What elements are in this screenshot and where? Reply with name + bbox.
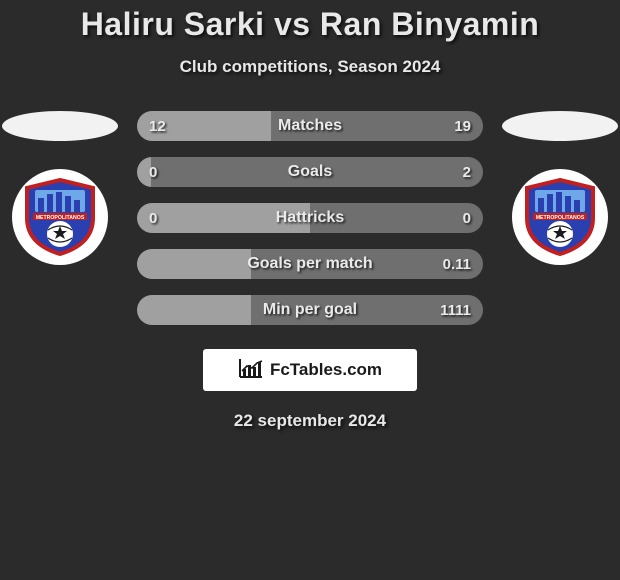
stat-bar: 0Hattricks0 bbox=[137, 203, 483, 233]
player-right-club-badge: METROPOLITANOS bbox=[512, 169, 608, 265]
stat-value-right: 2 bbox=[463, 157, 471, 187]
date-line: 22 september 2024 bbox=[0, 411, 620, 431]
stat-bar: Min per goal1111 bbox=[137, 295, 483, 325]
player-right-avatar-placeholder bbox=[502, 111, 618, 141]
stat-bar: Goals per match0.11 bbox=[137, 249, 483, 279]
comparison-row: METROPOLITANOS 12Matches190Goals20Hattri… bbox=[0, 111, 620, 325]
stat-value-right: 0.11 bbox=[443, 249, 471, 279]
player-left-column: METROPOLITANOS bbox=[1, 111, 119, 265]
subtitle: Club competitions, Season 2024 bbox=[0, 57, 620, 77]
stat-value-right: 1111 bbox=[440, 295, 471, 325]
stat-bars: 12Matches190Goals20Hattricks0Goals per m… bbox=[137, 111, 483, 325]
svg-text:METROPOLITANOS: METROPOLITANOS bbox=[36, 215, 85, 221]
player-left-club-badge: METROPOLITANOS bbox=[12, 169, 108, 265]
stat-bar-left-fill bbox=[137, 157, 151, 187]
player-left-avatar-placeholder bbox=[2, 111, 118, 141]
stat-bar-left-fill bbox=[137, 203, 310, 233]
club-shield-icon: METROPOLITANOS bbox=[523, 178, 597, 256]
stat-bar-left-fill bbox=[137, 249, 251, 279]
page-title: Haliru Sarki vs Ran Binyamin bbox=[0, 6, 620, 43]
brand-box: FcTables.com bbox=[203, 349, 417, 391]
stat-value-right: 19 bbox=[454, 111, 471, 141]
stat-bar-left-fill bbox=[137, 111, 271, 141]
club-shield-icon: METROPOLITANOS bbox=[23, 178, 97, 256]
svg-text:METROPOLITANOS: METROPOLITANOS bbox=[536, 215, 585, 221]
stat-label: Goals bbox=[137, 157, 483, 187]
comparison-infographic: Haliru Sarki vs Ran Binyamin Club compet… bbox=[0, 0, 620, 431]
stat-bar-left-fill bbox=[137, 295, 251, 325]
brand-text: FcTables.com bbox=[270, 360, 382, 380]
stat-bar: 12Matches19 bbox=[137, 111, 483, 141]
stat-bar: 0Goals2 bbox=[137, 157, 483, 187]
brand-chart-icon bbox=[238, 357, 264, 384]
stat-value-right: 0 bbox=[463, 203, 471, 233]
player-right-column: METROPOLITANOS bbox=[501, 111, 619, 265]
